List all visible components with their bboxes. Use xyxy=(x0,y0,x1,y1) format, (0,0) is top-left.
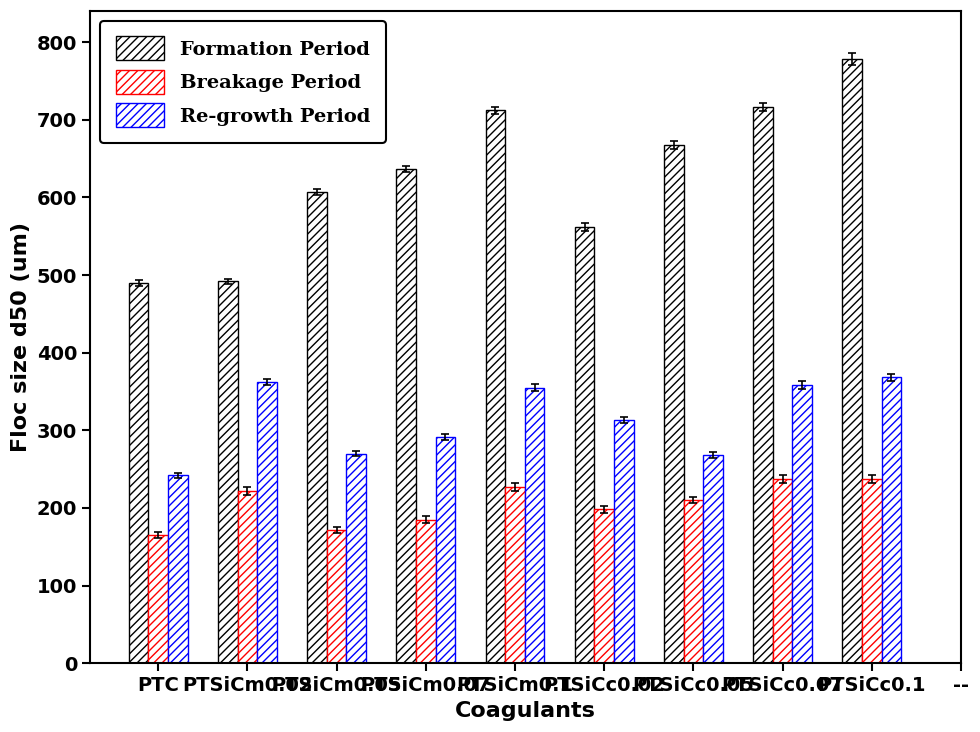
Bar xyxy=(416,520,436,663)
Bar xyxy=(347,454,367,663)
Bar xyxy=(326,530,347,663)
Bar xyxy=(574,227,594,663)
Legend: Formation Period, Breakage Period, Re-growth Period: Formation Period, Breakage Period, Re-gr… xyxy=(100,20,385,143)
X-axis label: Coagulants: Coagulants xyxy=(455,701,596,721)
Bar xyxy=(594,509,614,663)
Bar xyxy=(861,479,882,663)
Bar xyxy=(148,535,169,663)
Bar xyxy=(842,59,861,663)
Bar xyxy=(169,475,188,663)
Bar xyxy=(436,437,456,663)
Bar xyxy=(663,145,683,663)
Bar xyxy=(396,168,416,663)
Bar xyxy=(307,192,326,663)
Bar xyxy=(525,387,545,663)
Bar xyxy=(218,281,237,663)
Bar xyxy=(258,382,277,663)
Bar xyxy=(704,455,723,663)
Bar xyxy=(753,108,772,663)
Y-axis label: Floc size d50 (um): Floc size d50 (um) xyxy=(11,222,31,452)
Bar xyxy=(793,385,812,663)
Bar xyxy=(237,491,258,663)
Bar xyxy=(614,420,634,663)
Bar xyxy=(128,283,148,663)
Bar xyxy=(485,111,505,663)
Bar xyxy=(683,500,704,663)
Bar xyxy=(772,479,793,663)
Bar xyxy=(505,487,525,663)
Bar xyxy=(882,378,902,663)
